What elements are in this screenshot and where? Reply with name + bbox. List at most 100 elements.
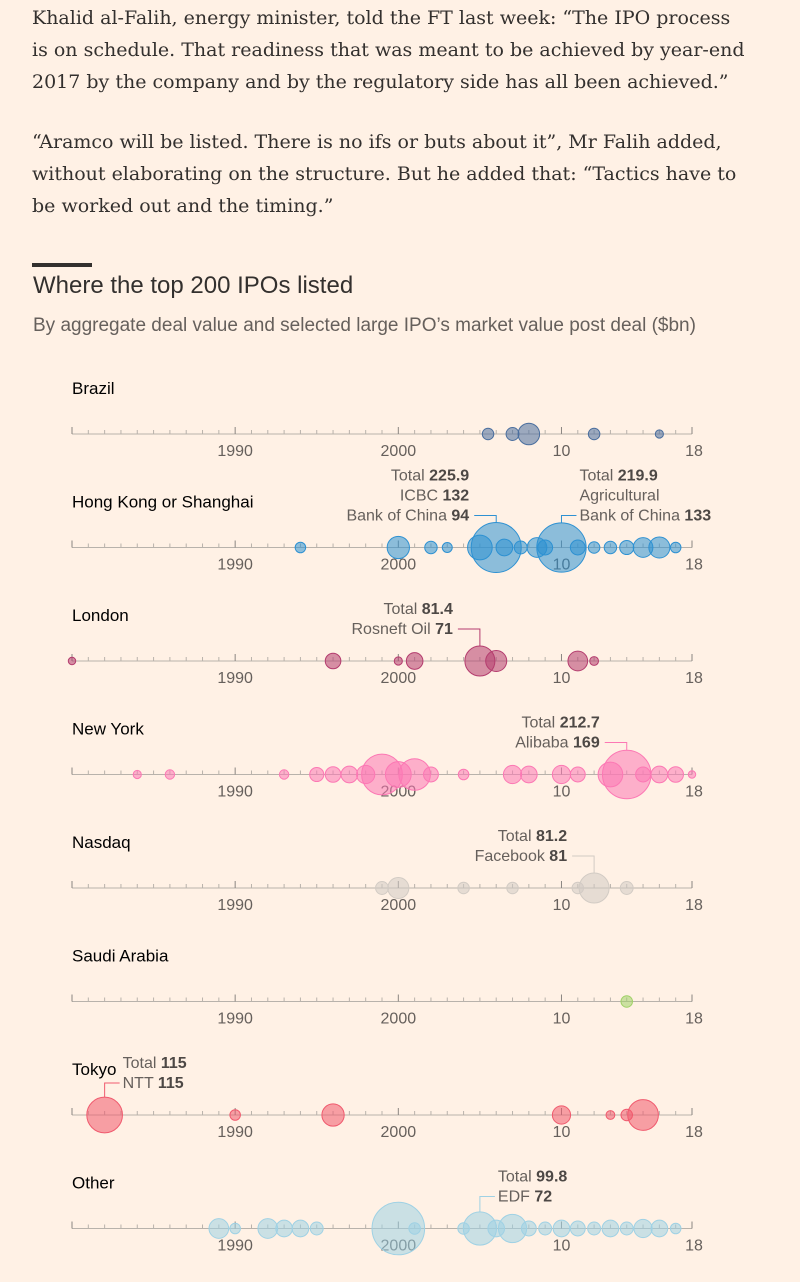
annotation-text: NTT 115 bbox=[123, 1075, 184, 1092]
annotation-value: 81.4 bbox=[422, 601, 453, 618]
data-bubble bbox=[650, 765, 669, 784]
data-bubble bbox=[619, 1221, 634, 1236]
annotation-value: 94 bbox=[451, 508, 469, 525]
article-paragraph: Khalid al-Falih, energy minister, told t… bbox=[32, 7, 745, 93]
annotation-label: NTT bbox=[123, 1075, 158, 1092]
row-label: Other bbox=[72, 1174, 115, 1193]
article-paragraph: “Aramco will be listed. There is no ifs … bbox=[32, 131, 737, 217]
data-bubble bbox=[375, 881, 389, 895]
data-bubble bbox=[485, 649, 508, 673]
tick-label: 1990 bbox=[217, 784, 253, 801]
annotation-value: 169 bbox=[573, 735, 600, 752]
data-bubble bbox=[278, 769, 290, 780]
tick-label: 2000 bbox=[381, 557, 417, 574]
annotation-label: Bank of China bbox=[346, 508, 451, 525]
data-bubble bbox=[551, 1105, 572, 1125]
data-bubble bbox=[569, 766, 586, 783]
data-bubble bbox=[294, 541, 307, 554]
annotation-label: Rosneft Oil bbox=[352, 621, 436, 638]
annotation-leader bbox=[457, 628, 481, 646]
annotation-leader bbox=[572, 855, 595, 874]
data-bubble bbox=[386, 535, 410, 560]
tick-label: 1990 bbox=[217, 1011, 253, 1028]
annotation-label: Total bbox=[123, 1055, 161, 1072]
data-bubble bbox=[291, 1219, 310, 1238]
row-label: Saudi Arabia bbox=[72, 947, 169, 966]
tick-label: 18 bbox=[685, 1238, 703, 1255]
data-bubble bbox=[257, 1218, 279, 1239]
tick-label: 1990 bbox=[217, 1124, 253, 1141]
data-bubble bbox=[424, 540, 438, 555]
data-bubble bbox=[324, 766, 342, 783]
data-bubble bbox=[495, 538, 514, 557]
tick-label: 10 bbox=[553, 784, 571, 801]
data-bubble bbox=[208, 1218, 230, 1239]
data-bubble bbox=[520, 1220, 537, 1237]
tick-label: 10 bbox=[553, 1238, 571, 1255]
annotation-value: 115 bbox=[158, 1075, 184, 1092]
annotation-text: ICBC 132 bbox=[400, 488, 469, 505]
tick-label: 10 bbox=[553, 443, 571, 460]
annotation-label: Agricultural bbox=[579, 488, 659, 505]
data-bubble bbox=[551, 764, 572, 785]
annotation-leader bbox=[604, 742, 628, 751]
tick-label: 10 bbox=[553, 897, 571, 914]
chart-subtitle: By aggregate deal value and selected lar… bbox=[33, 315, 696, 336]
data-bubble bbox=[650, 1219, 669, 1238]
tick-label: 1990 bbox=[217, 557, 253, 574]
annotation-value: 81 bbox=[549, 848, 567, 865]
annotation-text: EDF 72 bbox=[498, 1189, 552, 1206]
data-bubble bbox=[589, 656, 600, 666]
data-bubble bbox=[619, 881, 634, 895]
data-bubble bbox=[321, 1103, 345, 1127]
annotation-text: Total 81.4 bbox=[384, 601, 453, 618]
data-bubble bbox=[309, 766, 325, 783]
annotation-leader bbox=[104, 1082, 120, 1098]
annotation-label: ICBC bbox=[400, 488, 443, 505]
tick-label: 2000 bbox=[381, 670, 417, 687]
annotation-text: Facebook 81 bbox=[475, 848, 568, 865]
data-bubble bbox=[587, 541, 601, 554]
data-bubble bbox=[441, 542, 453, 553]
data-bubble bbox=[86, 1096, 123, 1134]
data-bubble bbox=[309, 1221, 324, 1236]
annotation-text: Total 115 bbox=[123, 1055, 187, 1072]
tick-label: 1990 bbox=[217, 443, 253, 460]
data-bubble bbox=[520, 765, 538, 784]
annotation-label: EDF bbox=[498, 1189, 534, 1206]
data-bubble bbox=[324, 652, 342, 670]
tick-label: 10 bbox=[553, 1011, 571, 1028]
data-bubble bbox=[669, 541, 682, 554]
ipo-chart: Brazil 1990 2000 10 18 Hong Kong or Shanghai 1… bbox=[67, 379, 711, 1256]
annotation-label: Total bbox=[498, 828, 536, 845]
data-bubble bbox=[669, 1222, 682, 1235]
annotation-label: Total bbox=[391, 468, 429, 485]
tick-label: 18 bbox=[685, 784, 703, 801]
data-bubble bbox=[635, 766, 651, 783]
annotation-label: Total bbox=[579, 468, 617, 485]
data-bubble bbox=[340, 765, 359, 784]
row-saudi-arabia: Saudi Arabia 1990 2000 10 18 bbox=[71, 947, 703, 1028]
data-bubble bbox=[619, 539, 635, 556]
annotation-text: Bank of China 94 bbox=[346, 508, 469, 525]
annotation-text: Bank of China 133 bbox=[579, 508, 711, 525]
annotation-text: Total 99.8 bbox=[498, 1169, 567, 1186]
annotation-value: 133 bbox=[684, 508, 711, 525]
annotation-value: 81.2 bbox=[536, 828, 567, 845]
tick-label: 18 bbox=[685, 557, 703, 574]
annotation-value: 115 bbox=[161, 1055, 187, 1072]
tick-label: 2000 bbox=[381, 1011, 417, 1028]
data-bubble bbox=[517, 422, 541, 446]
annotation-value: 72 bbox=[534, 1189, 552, 1206]
annotation-leader bbox=[479, 1196, 495, 1212]
tick-label: 18 bbox=[685, 1124, 703, 1141]
data-bubble bbox=[502, 764, 523, 785]
data-bubble bbox=[603, 540, 618, 555]
annotation-text: Total 219.9 bbox=[579, 468, 657, 485]
annotation-label: Bank of China bbox=[579, 508, 684, 525]
annotation-value: 225.9 bbox=[429, 468, 469, 485]
row-london: London 1990 2000 10 18 Total 81.4 Rosneft Oil … bbox=[67, 601, 703, 687]
tick-label: 18 bbox=[685, 670, 703, 687]
article-text: Khalid al-Falih, energy minister, told t… bbox=[32, 2, 752, 250]
